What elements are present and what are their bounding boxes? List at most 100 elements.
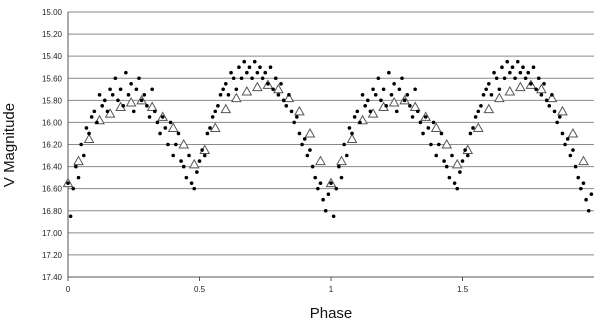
data-point: [429, 142, 433, 147]
data-point: [184, 175, 189, 180]
data-point: [368, 109, 373, 114]
data-point: [400, 76, 404, 81]
data-point: [310, 164, 315, 169]
data-point: [289, 109, 294, 114]
y-tick-label: 15.20: [42, 30, 63, 39]
data-point: [423, 115, 428, 119]
data-point: [571, 148, 575, 152]
data-point: [481, 93, 486, 97]
mean-triangle: [504, 85, 516, 96]
mean-triangle: [557, 105, 568, 116]
data-point: [100, 104, 104, 108]
data-point: [105, 109, 110, 114]
y-tick-labels: 15.00 15.20 15.40 15.60 15.80 16.00 16.20 16.40…: [42, 8, 63, 282]
data-point: [518, 70, 523, 75]
data-point: [313, 175, 318, 180]
data-point: [242, 59, 247, 64]
y-tick-label: 16.20: [42, 141, 63, 150]
data-point: [576, 175, 581, 180]
data-point: [139, 98, 144, 103]
data-point: [224, 81, 228, 86]
data-point: [539, 93, 544, 97]
data-point: [160, 115, 165, 119]
data-point: [450, 153, 454, 158]
data-point: [479, 104, 483, 108]
y-tick-label: 15.00: [42, 8, 63, 17]
data-point: [487, 81, 491, 86]
data-point: [550, 93, 554, 97]
x-tick-label: 0: [66, 285, 71, 294]
data-point: [76, 175, 81, 180]
data-point: [573, 164, 578, 169]
data-point: [494, 76, 499, 81]
x-tick-label: 0.5: [194, 285, 206, 294]
data-point: [342, 142, 346, 147]
mean-triangle: [220, 103, 232, 114]
data-point: [410, 115, 415, 119]
mean-triangle: [515, 81, 526, 92]
data-point: [174, 142, 178, 147]
data-point: [229, 70, 233, 75]
data-point: [116, 98, 120, 103]
data-point: [213, 109, 218, 114]
data-point: [258, 65, 262, 70]
data-point: [195, 170, 199, 174]
data-point: [552, 109, 557, 114]
data-point: [316, 186, 320, 191]
data-point: [66, 181, 70, 185]
data-point: [408, 104, 412, 108]
data-point: [216, 104, 220, 108]
data-point: [168, 120, 173, 125]
mean-triangle: [546, 92, 558, 103]
data-point: [584, 197, 588, 202]
data-point: [113, 76, 118, 81]
data-point: [542, 81, 546, 86]
mean-triangle: [472, 122, 484, 132]
data-point: [589, 192, 594, 196]
mean-triangle: [241, 85, 253, 96]
data-point: [473, 115, 478, 119]
data-point: [465, 153, 470, 158]
data-point: [405, 93, 410, 97]
mean-triangle: [230, 92, 242, 103]
data-point: [281, 98, 286, 103]
data-point: [515, 59, 520, 64]
data-point: [68, 214, 73, 219]
data-point: [418, 120, 423, 125]
data-point: [392, 81, 396, 86]
data-point: [497, 87, 502, 92]
data-point: [145, 104, 149, 108]
x-tick-label: 1: [329, 285, 334, 294]
data-point: [352, 115, 357, 119]
data-point: [276, 93, 281, 97]
data-point: [447, 175, 452, 180]
data-point: [415, 109, 420, 114]
data-point: [252, 59, 257, 64]
data-point: [118, 87, 123, 92]
data-point: [339, 175, 344, 180]
data-point: [510, 65, 515, 70]
data-point: [455, 186, 460, 191]
data-point: [129, 81, 133, 86]
data-point: [237, 65, 241, 70]
data-point: [376, 76, 381, 81]
data-point: [171, 153, 175, 158]
data-point: [239, 76, 244, 81]
data-point: [397, 87, 402, 92]
data-point: [558, 115, 562, 119]
y-axis-title: V Magnitude: [1, 103, 18, 187]
data-point: [536, 76, 541, 81]
y-tick-label: 17.00: [42, 229, 63, 238]
data-point: [97, 93, 102, 97]
mean-triangle: [283, 92, 295, 103]
data-point: [181, 164, 186, 169]
mean-triangle: [188, 158, 200, 169]
data-point: [437, 142, 441, 147]
data-point: [350, 131, 354, 136]
data-point: [439, 131, 444, 136]
mean-triangles: [62, 79, 589, 188]
data-point: [110, 93, 115, 97]
mean-triangle: [273, 83, 284, 94]
data-point: [323, 208, 328, 213]
data-point: [71, 186, 76, 191]
